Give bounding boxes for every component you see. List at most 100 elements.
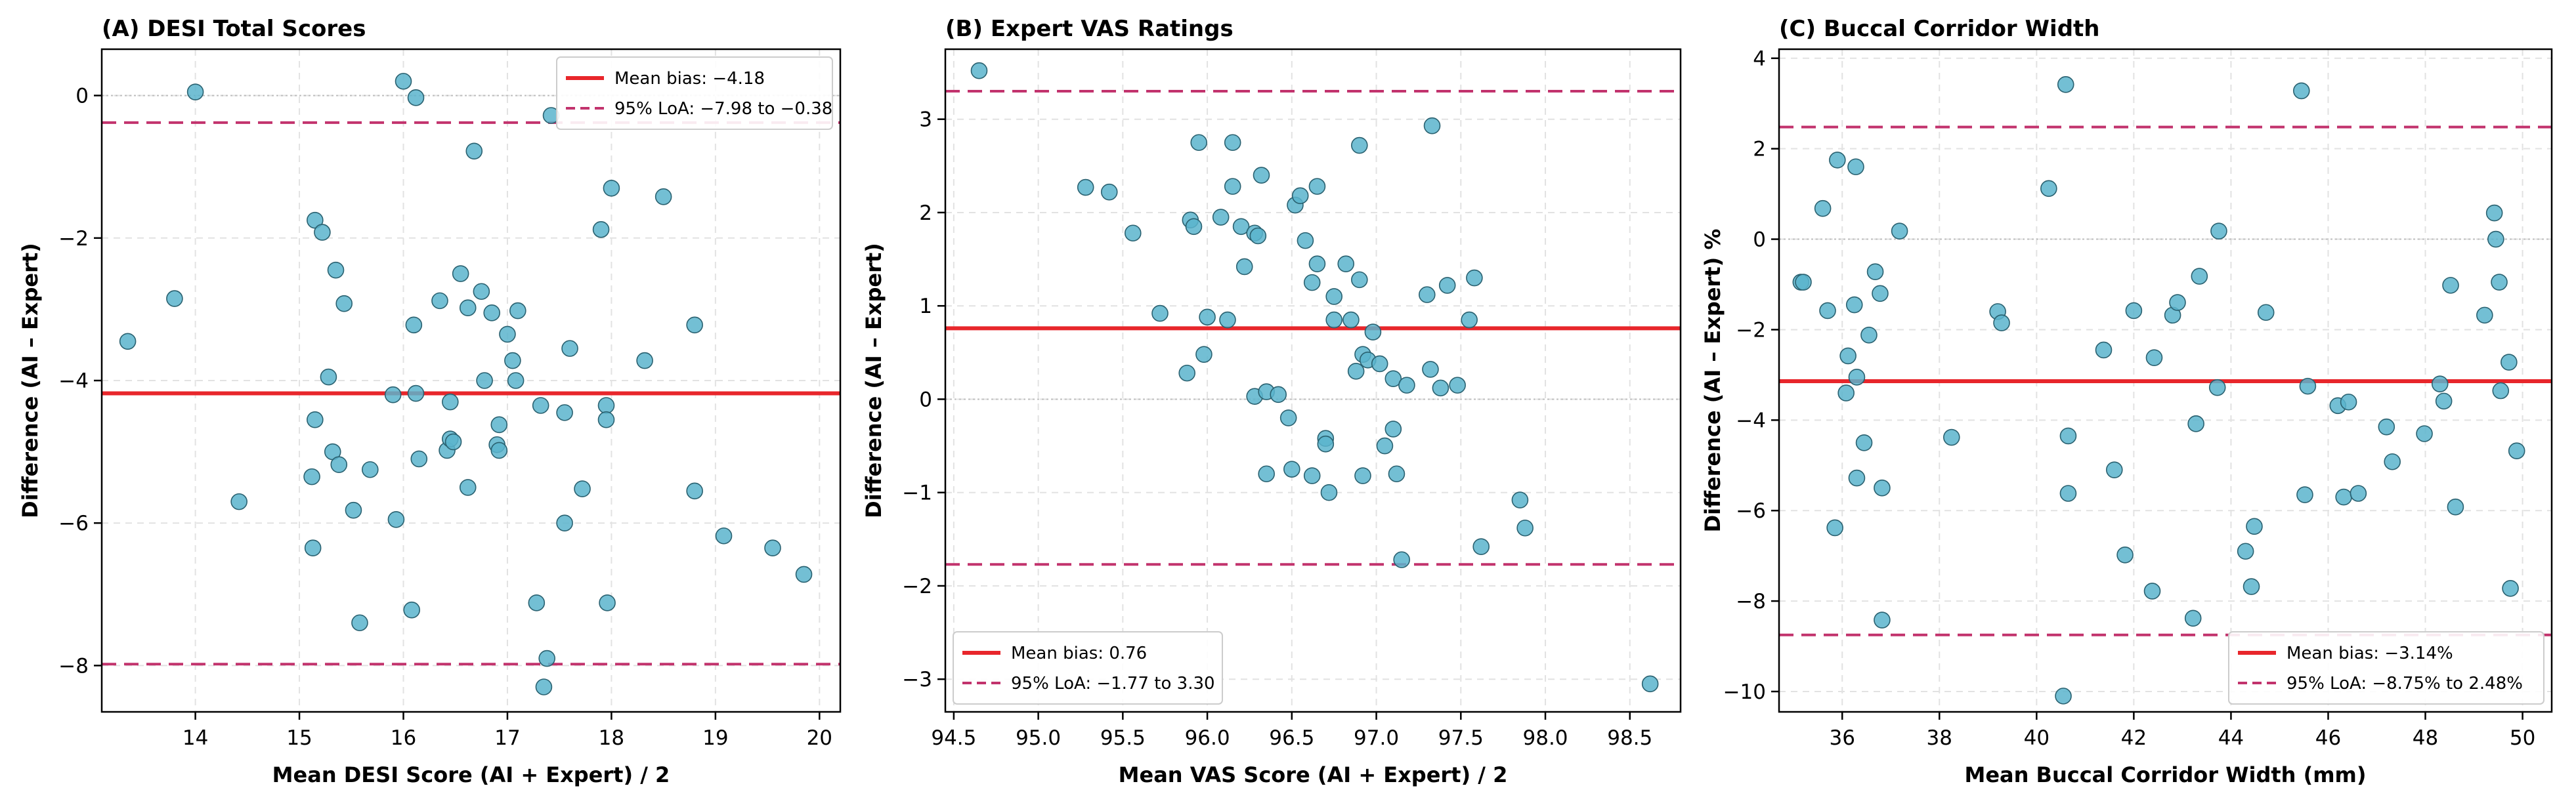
data-point [1845,296,1863,314]
data-point [2508,442,2525,460]
data-point [1860,326,1878,344]
data-point [2487,230,2504,248]
y-tick-label: 2 [1753,138,1766,161]
data-point [1993,314,2010,331]
y-tick-label: 3 [919,108,932,132]
data-point [2246,518,2263,535]
data-point [2378,418,2395,436]
data-point [561,340,578,357]
data-point [384,386,402,404]
data-point [1303,467,1321,484]
data-point [303,468,320,486]
y-tick-label: −2 [902,575,932,598]
data-point [459,299,477,317]
data-point [1874,611,1891,629]
data-point [1826,519,1843,537]
data-point [186,83,204,100]
legend-mean-label: Mean bias: 0.76 [1011,644,1147,663]
x-tick-label: 20 [807,726,832,750]
data-point [1839,347,1857,365]
data-point [1449,377,1466,394]
data-point [2143,583,2161,600]
data-point [1418,286,1436,303]
data-point [314,224,331,241]
x-tick-label: 44 [2218,726,2244,750]
y-tick-label: −3 [902,668,932,692]
legend-loa-label: 95% LoA: −7.98 to −0.38 [614,99,832,119]
data-point [636,352,653,369]
data-point [1354,467,1371,484]
data-point [535,678,553,695]
data-point [1819,302,1836,320]
y-tick-label: −4 [58,369,89,393]
data-point [2501,354,2518,371]
data-point [1342,311,1360,329]
data-point [330,456,348,473]
data-point [2116,546,2134,564]
y-tick-label: −10 [1723,680,1766,704]
data-point [1195,346,1213,363]
data-point [2184,610,2202,627]
data-point [2350,485,2367,502]
data-point [1855,434,1873,451]
data-point [2105,461,2123,478]
x-tick-label: 98.0 [1523,726,1568,750]
data-point [686,316,703,334]
legend-loa-label: 95% LoA: −1.77 to 3.30 [1011,674,1215,693]
data-point [1364,323,1382,341]
y-tick-label: 0 [1753,228,1766,252]
data-point [597,411,615,428]
data-point [395,73,412,90]
data-point [2502,579,2519,597]
data-point [509,302,526,320]
legend: Mean bias: 0.76 95% LoA: −1.77 to 3.30 [953,631,1223,705]
y-tick-label: 0 [919,388,932,411]
legend: Mean bias: −3.14% 95% LoA: −8.75% to 2.48… [2228,631,2544,705]
data-point [2296,486,2313,503]
panel-a-desi-total-scores: 14 15 16 17 18 19 20 0 −2 −4 −6 −8 (A) DESI Total Sc… [18,16,842,787]
data-point [1308,178,1326,195]
data-point [1124,224,1142,242]
data-point [473,283,490,300]
data-point [2125,302,2143,320]
data-point [1337,255,1355,272]
data-point [304,539,322,557]
panel-title: (A) DESI Total Scores [102,16,366,42]
data-point [1432,379,1449,397]
data-point [1371,355,1388,373]
data-point [1837,384,1855,402]
data-point [764,539,781,557]
data-point [2431,375,2449,392]
data-point [1258,465,1275,483]
x-tick-label: 50 [2510,726,2535,750]
x-tick-label: 96.0 [1185,726,1230,750]
data-point [1219,311,1236,329]
data-point [230,493,247,510]
y-tick-label: 2 [919,201,932,225]
data-point [556,404,573,421]
data-point [1351,136,1368,154]
x-tick-label: 38 [1927,726,1952,750]
data-point [1325,288,1342,305]
data-point [1320,484,1338,501]
data-point [1279,409,1297,426]
data-point [2384,453,2401,470]
data-point [1224,178,1241,195]
data-point [1224,134,1241,152]
data-point [507,372,525,389]
data-point [362,461,379,478]
legend-loa-label: 95% LoA: −8.75% to 2.48% [2286,674,2523,693]
y-axis-label: Difference (AI – Expert) % [1700,229,1725,533]
data-point [403,601,420,619]
data-point [2191,268,2208,285]
plot-frame [1778,48,2553,713]
data-point [1385,421,1402,438]
data-point [1461,311,1478,329]
data-point [1100,183,1118,201]
x-tick-label: 19 [702,726,728,750]
data-point [504,352,521,369]
data-point [2059,427,2077,445]
data-point [166,290,183,307]
data-point [1325,311,1342,329]
